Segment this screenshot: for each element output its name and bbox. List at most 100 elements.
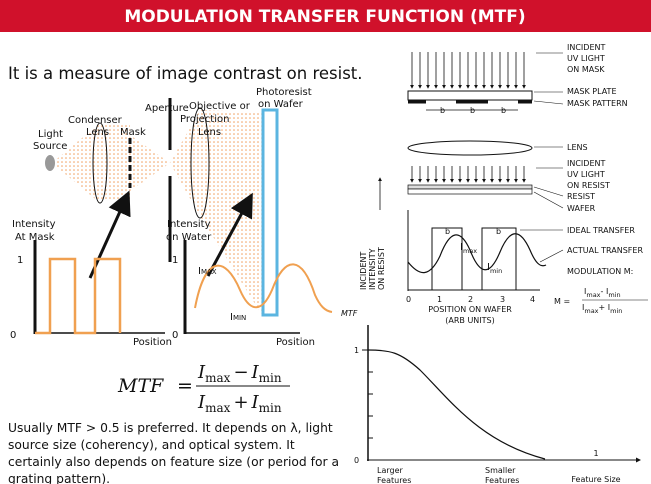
leader: [533, 100, 564, 105]
paragraph-line: certainly also depends on feature size (…: [8, 455, 339, 469]
label: INCIDENT: [567, 159, 605, 168]
label: Light: [38, 129, 63, 140]
y-label: INCIDENT INTENSITY ON RESIST: [359, 247, 386, 290]
mask-profile: [35, 257, 122, 335]
imin-label: IMIN: [230, 312, 246, 323]
axis-label: Position: [133, 337, 172, 348]
optics-diagram: Light Source Condenser Lens Mask Apertur…: [33, 87, 312, 317]
symbol: I: [197, 362, 206, 383]
label: Objective or: [189, 101, 251, 112]
imax-label: Imax: [460, 242, 477, 255]
label: 1: [593, 449, 598, 458]
symbol: I: [584, 287, 586, 296]
formula-eq: =: [177, 375, 193, 397]
symbol: I: [251, 362, 260, 383]
label: Aperture: [145, 103, 189, 114]
axis-label: POSITION ON WAFER: [428, 305, 512, 314]
symbol: - I: [601, 287, 609, 296]
label: Source: [33, 141, 67, 152]
leader: [533, 191, 564, 209]
leader: [533, 186, 564, 197]
beam: [200, 110, 262, 315]
symbol-sub: max: [205, 371, 231, 385]
paragraph-line: Usually MTF > 0.5 is preferred. It depen…: [8, 421, 333, 435]
axis-label: At Mask: [15, 232, 55, 243]
operator: +: [233, 392, 248, 413]
tick-label: 3: [500, 295, 505, 304]
label: Smaller: [485, 466, 516, 475]
axis-label: ON RESIST: [377, 247, 386, 290]
photoresist: [261, 108, 279, 317]
tick-label: 1: [354, 346, 359, 355]
label: IDEAL TRANSFER: [567, 226, 635, 235]
dimension-label: b: [445, 227, 450, 236]
denominator: Imax + Imin: [197, 392, 282, 415]
projection-lens: [190, 107, 210, 219]
label: on Wafer: [258, 99, 304, 110]
beam: [170, 110, 200, 216]
symbol: I: [198, 266, 201, 277]
intro: It is a measure of image contrast on res…: [8, 64, 363, 83]
symbol-sub: max: [463, 247, 477, 255]
uv-arrows: [410, 166, 526, 183]
dimension-label: b: [501, 106, 506, 115]
leader: [539, 249, 564, 263]
label: LENS: [567, 143, 588, 152]
symbol-sub: max: [586, 291, 600, 299]
label: UV LIGHT: [567, 170, 605, 179]
symbol: I: [487, 262, 490, 273]
ideal-transfer: [408, 227, 517, 291]
tick-label: 2: [468, 295, 473, 304]
label: MASK PATTERN: [567, 99, 628, 108]
label: UV LIGHT: [567, 54, 605, 63]
label: MASK PLATE: [567, 87, 617, 96]
dimension-label: b: [470, 106, 475, 115]
label: Feature Size: [571, 475, 620, 484]
mask-plate: [407, 90, 533, 101]
paragraph: Usually MTF > 0.5 is preferred. It depen…: [8, 421, 339, 484]
denominator: Imax+ Imin: [582, 303, 622, 315]
tick-label: 0: [354, 456, 359, 465]
lens: [407, 140, 533, 156]
label: Lens: [198, 127, 221, 138]
symbol: I: [460, 242, 463, 253]
label: Features: [377, 476, 411, 484]
symbol-sub: MAX: [201, 268, 217, 276]
symbol-sub: min: [259, 401, 282, 415]
label: ON MASK: [567, 65, 605, 74]
arrow: [206, 192, 253, 277]
label: WAFER: [567, 204, 596, 213]
paragraph-line: source size (coherency), and optical sys…: [8, 438, 295, 452]
mtf-plot: MTF 1 0 Larger Features Smaller Features…: [341, 309, 641, 484]
symbol-sub: max: [205, 401, 231, 415]
light-cone: [52, 123, 100, 203]
tick-label: 1: [172, 255, 178, 266]
tick-label: 4: [530, 295, 535, 304]
label: Mask: [120, 127, 146, 138]
resist: [407, 184, 533, 190]
label: Features: [485, 476, 519, 484]
label: Projection: [180, 114, 229, 125]
axis-label: Intensity: [12, 219, 56, 230]
tick-label: 0: [406, 295, 411, 304]
symbol: I: [582, 303, 584, 312]
wafer: [407, 188, 533, 195]
numerator: Imax − Imin: [197, 362, 282, 385]
tick-label: 0: [172, 330, 178, 341]
axis-label: Position: [276, 337, 315, 348]
symbol: I: [230, 312, 233, 323]
axis-label: (ARB UNITS): [445, 316, 494, 325]
label: MODULATION M:: [567, 267, 633, 276]
numerator: Imax- Imin: [584, 287, 621, 299]
symbol-sub: max: [584, 307, 598, 315]
axis-label: INCIDENT: [359, 252, 368, 290]
label: ACTUAL TRANSFER: [567, 246, 643, 255]
symbol-sub: min: [490, 267, 502, 275]
label: Condenser: [68, 115, 123, 126]
symbol-sub: min: [608, 291, 620, 299]
axis-label: on Water: [166, 232, 212, 243]
wafer-plot: Intensity on Water 1 0 Position IMAX IMI…: [166, 219, 333, 348]
formula-lhs: MTF: [117, 375, 164, 397]
symbol: I: [251, 392, 260, 413]
